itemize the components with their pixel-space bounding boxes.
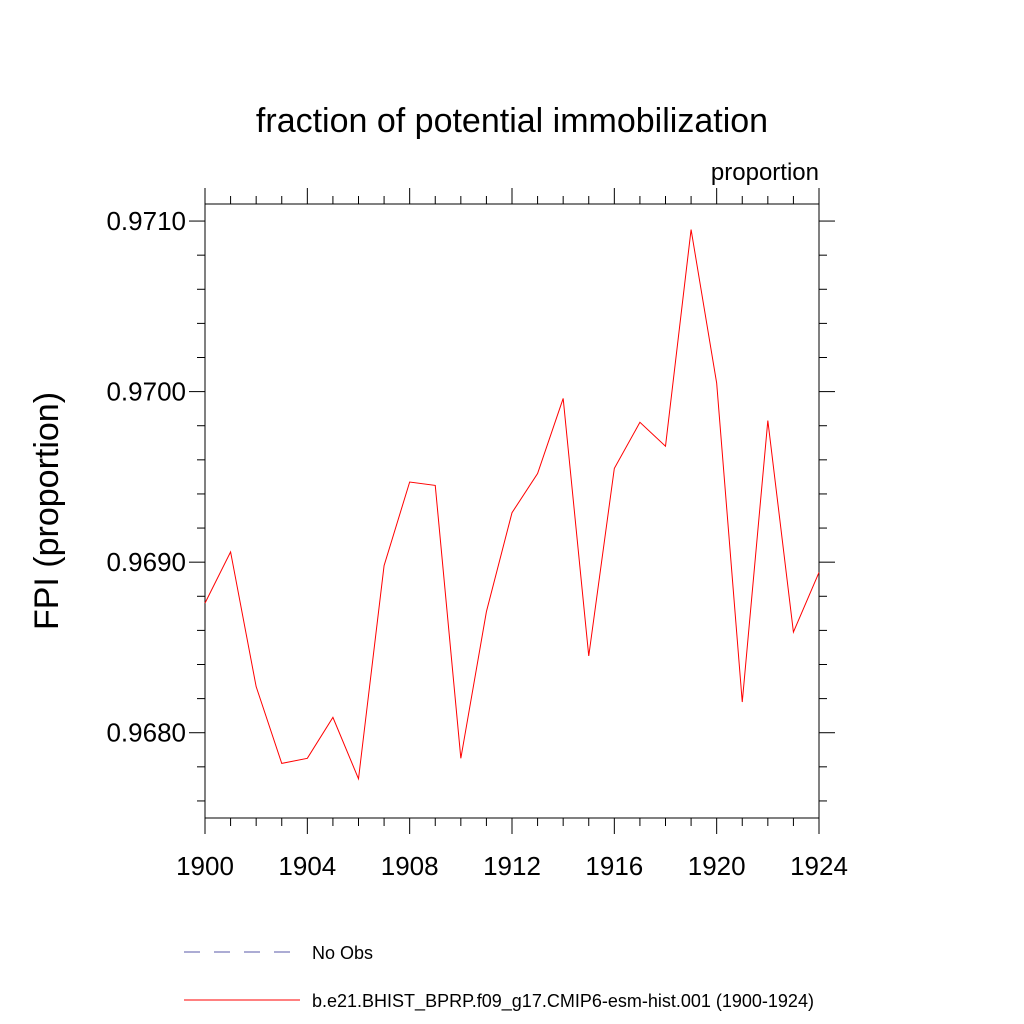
chart-title: fraction of potential immobilization	[256, 102, 768, 140]
x-tick-label: 1908	[381, 851, 439, 881]
axis-ticks	[189, 188, 835, 834]
y-tick-label: 0.9680	[106, 718, 186, 748]
series-group	[204, 229, 820, 781]
y-tick-label: 0.9700	[106, 377, 186, 407]
x-tick-label: 1912	[483, 851, 541, 881]
y-tick-label: 0.9710	[106, 206, 186, 236]
units-label: proportion	[711, 159, 819, 186]
legend: No Obs b.e21.BHIST_BPRP.f09_g17.CMIP6-esm…	[184, 943, 814, 1012]
x-tick-label: 1904	[278, 851, 336, 881]
series-line	[204, 229, 820, 781]
legend-label: No Obs	[312, 943, 373, 963]
y-axis-label: FPI (proportion)	[28, 392, 66, 630]
x-tick-label: 1900	[176, 851, 234, 881]
y-tick-label: 0.9690	[106, 547, 186, 577]
tick-labels: 1900 1904 1908 1912 1916 1920 1924 0.9680 0.9690…	[106, 206, 847, 881]
x-tick-label: 1916	[585, 851, 643, 881]
x-tick-label: 1924	[790, 851, 848, 881]
legend-label: b.e21.BHIST_BPRP.f09_g17.CMIP6-esm-hist.…	[312, 991, 814, 1012]
x-tick-label: 1920	[688, 851, 746, 881]
